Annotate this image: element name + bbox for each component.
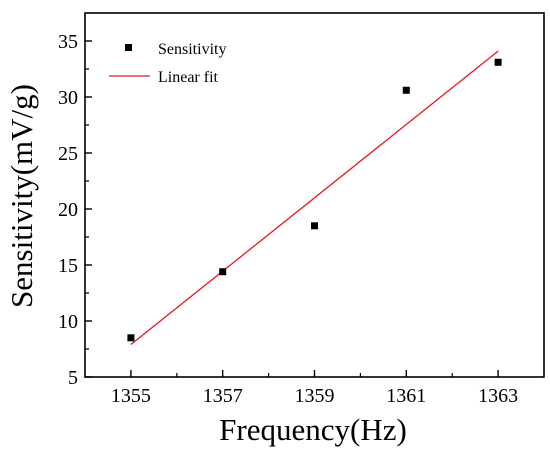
data-point xyxy=(311,222,318,230)
x-tick-label: 1357 xyxy=(203,385,243,407)
y-tick-label: 5 xyxy=(68,367,78,389)
legend-label-sensitivity: Sensitivity xyxy=(158,41,226,58)
data-point xyxy=(494,58,502,66)
y-axis: 5 10 15 20 25 30 35 xyxy=(58,31,92,389)
y-tick-label: 20 xyxy=(58,199,78,221)
data-point xyxy=(127,334,135,342)
linear-fit-line xyxy=(130,50,499,346)
series-layer xyxy=(127,50,502,346)
x-axis: 1355 1357 1359 1361 1363 xyxy=(111,370,518,407)
y-tick-label: 35 xyxy=(58,31,78,53)
y-tick-label: 15 xyxy=(58,255,78,277)
legend-label-linear-fit: Linear fit xyxy=(158,69,219,86)
legend-marker-sensitivity xyxy=(125,44,132,51)
y-axis-title: Sensitivity(mV/g) xyxy=(4,84,39,308)
data-point xyxy=(402,86,410,94)
y-tick-label: 30 xyxy=(58,87,78,109)
x-axis-title: Frequency(Hz) xyxy=(219,412,407,447)
data-point xyxy=(219,268,227,276)
x-tick-label: 1363 xyxy=(478,385,518,407)
legend: Sensitivity Linear fit xyxy=(109,41,226,86)
y-tick-label: 25 xyxy=(58,143,78,165)
x-tick-label: 1359 xyxy=(295,385,335,407)
y-tick-label: 10 xyxy=(58,311,78,333)
x-tick-label: 1355 xyxy=(111,385,151,407)
x-tick-label: 1361 xyxy=(386,385,426,407)
plot-frame xyxy=(84,12,545,378)
